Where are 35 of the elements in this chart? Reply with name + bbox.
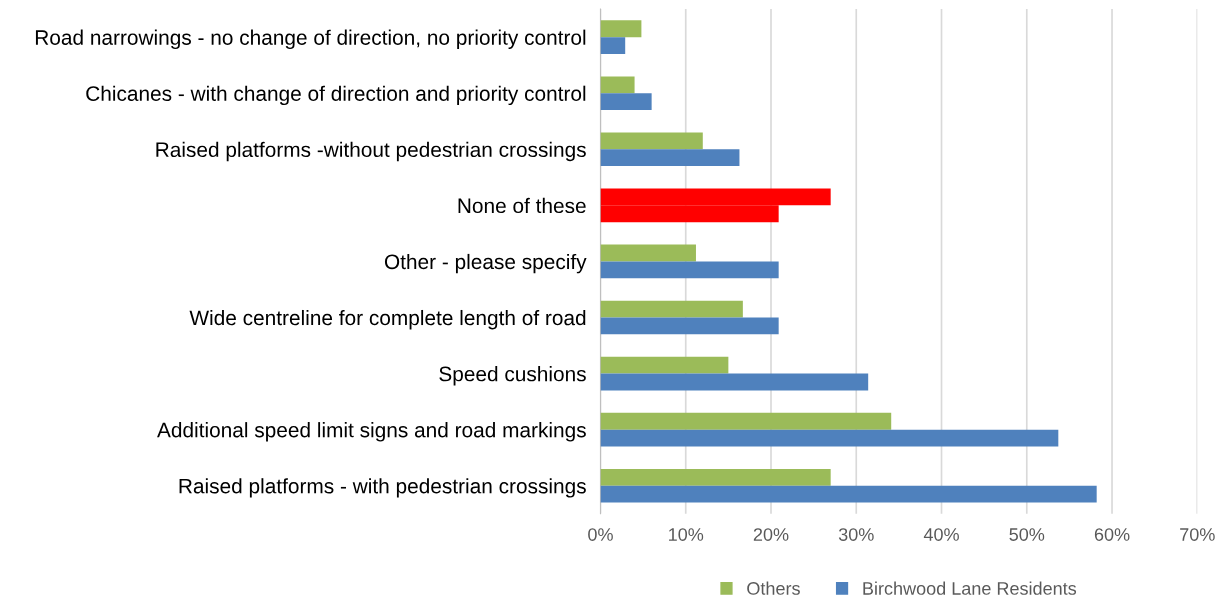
bar [600, 468, 831, 486]
bar [600, 76, 635, 94]
y-tick-label: Other - please specify [384, 253, 587, 274]
y-tick-label: Raised platforms -without pedestrian crossings [156, 141, 586, 162]
x-tick-label: 70% [1180, 528, 1215, 541]
x-tick-label: 0% [588, 528, 613, 541]
y-tick-label: Raised platforms - with pedestrian crossings [179, 478, 586, 498]
x-tick-label: 10% [669, 528, 704, 541]
y-tick-label: Chicanes - with change of direction and priority control [86, 85, 586, 106]
bar [600, 93, 652, 111]
y-tick-label: Speed cushions [439, 366, 586, 386]
bar [600, 317, 779, 335]
bar [600, 244, 696, 262]
bar [600, 261, 779, 279]
legend-label: Birchwood Lane Residents [863, 581, 1077, 595]
x-tick-label: 40% [923, 528, 959, 541]
bar [600, 300, 743, 318]
x-tick-label: 30% [838, 528, 874, 541]
y-tick-label: Wide centreline for complete length of road [189, 309, 586, 330]
bar [600, 356, 729, 374]
bar [600, 132, 703, 150]
x-tick-label: 20% [753, 528, 789, 541]
bar [600, 412, 892, 430]
bar [600, 485, 1097, 503]
x-tick-label: 60% [1094, 528, 1130, 541]
bar [600, 429, 1059, 447]
bar [600, 373, 869, 391]
legend-label: Others [747, 581, 800, 595]
bar [600, 149, 740, 167]
x-tick-label: 50% [1009, 528, 1045, 541]
bar [600, 20, 642, 38]
bar [600, 37, 626, 54]
y-tick-label: Additional speed limit signs and road markings [157, 422, 586, 442]
y-tick-label: Road narrowings - no change of direction, no priority control [35, 29, 586, 50]
y-tick-label: None of these [458, 197, 586, 214]
